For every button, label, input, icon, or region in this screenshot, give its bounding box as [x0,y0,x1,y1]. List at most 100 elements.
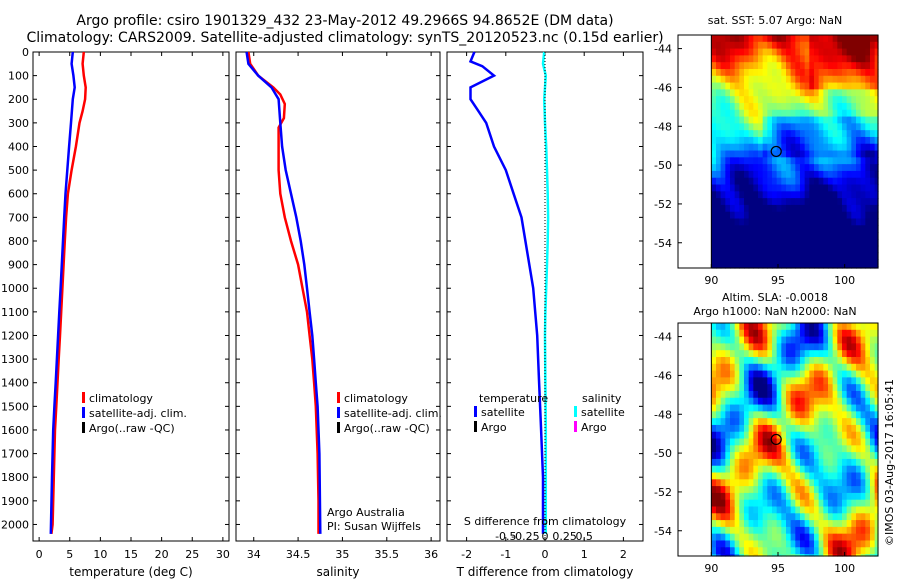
heatmap-cell [786,259,792,267]
heatmap-cell [832,472,838,480]
heatmap-cell [716,356,722,365]
heatmap-cell [818,472,824,480]
heatmap-cell [818,356,824,365]
heatmap-cell [772,68,778,77]
heatmap-cell [842,109,848,118]
heatmap-cell [762,259,768,267]
heatmap-cell [786,96,792,104]
heatmap-cell [851,363,857,372]
heatmap-cell [762,123,768,131]
heatmap-cell [767,513,773,521]
heatmap-cell [716,397,722,406]
heatmap-cell [860,472,866,480]
x-tick-label: 20 [155,548,169,561]
heatmap-cell [734,164,740,172]
heatmap-cell [776,62,782,70]
heatmap-cell [832,218,838,226]
heatmap-cell [837,397,843,406]
heatmap-cell [860,89,866,97]
heatmap-cell [800,109,806,118]
heatmap-cell [753,211,759,220]
heatmap-cell [870,377,876,385]
heatmap-cell [730,492,736,501]
heatmap-cell [828,520,834,528]
heatmap-cell [818,211,824,220]
heatmap-cell [781,323,787,331]
heatmap-cell [776,547,782,555]
heatmap-cell [828,55,834,63]
heatmap-cell [851,438,857,446]
heatmap-cell [753,472,759,480]
heatmap-cell [767,363,773,372]
heatmap-cell [767,116,773,124]
heatmap-cell [711,82,717,90]
heatmap-cell [846,397,852,406]
heatmap-cell [786,445,792,453]
heatmap-cell [842,164,848,172]
heatmap-cell [846,225,852,233]
heatmap-cell [786,363,792,372]
heatmap-cell [772,123,778,131]
heatmap-cell [772,136,778,145]
heatmap-cell [846,232,852,240]
heatmap-cell [781,547,787,555]
heatmap-cell [730,136,736,145]
heatmap-cell [734,96,740,104]
heatmap-cell [739,109,745,118]
heatmap-cell [823,177,829,186]
heatmap-cell [846,75,852,84]
heatmap-cell [716,48,722,56]
heatmap-cell [837,116,843,124]
heatmap-cell [832,252,838,260]
heatmap-cell [716,252,722,260]
heatmap-cell [814,252,820,260]
heatmap-cell [814,211,820,220]
heatmap-cell [856,191,862,199]
heatmap-cell [837,96,843,104]
heatmap-cell [846,458,852,467]
heatmap-cell [762,184,768,192]
heatmap-cell [734,238,740,247]
heatmap-cell [776,41,782,50]
heatmap-cell [748,499,754,508]
heatmap-cell [851,136,857,145]
heatmap-cell [730,55,736,63]
heatmap-cell [842,370,848,378]
heatmap-cell [809,356,815,365]
heatmap-cell [720,418,726,426]
heatmap-cell [828,363,834,372]
heatmap-cell [748,55,754,63]
heatmap-cell [809,431,815,440]
heatmap-cell [725,116,731,124]
heatmap-cell [716,513,722,521]
heatmap-cell [874,533,879,542]
heatmap-cell [814,89,820,97]
heatmap-cell [832,520,838,528]
heatmap-cell [767,540,773,548]
heatmap-cell [776,150,782,158]
heatmap-cell [860,390,866,399]
heatmap-cell [795,486,801,494]
heatmap-cell [730,520,736,528]
heatmap-cell [800,177,806,186]
heatmap-cell [818,438,824,446]
heatmap-cell [753,204,759,213]
heatmap-cell [860,82,866,90]
heatmap-cell [804,492,810,501]
heatmap-cell [851,350,857,358]
heatmap-cell [734,356,740,365]
heatmap-cell [781,150,787,158]
legend-label: climatology [344,392,408,405]
heatmap-cell [851,177,857,186]
heatmap-cell [818,418,824,426]
heatmap-cell [837,336,843,344]
heatmap-cell [776,323,782,331]
heatmap-cell [753,266,759,269]
heatmap-cell [795,89,801,97]
heatmap-cell [842,252,848,260]
map-x-tick-label: 100 [834,562,855,575]
heatmap-cell [753,513,759,521]
heatmap-cell [860,191,866,199]
heatmap-cell [818,363,824,372]
heatmap-cell [767,41,773,50]
